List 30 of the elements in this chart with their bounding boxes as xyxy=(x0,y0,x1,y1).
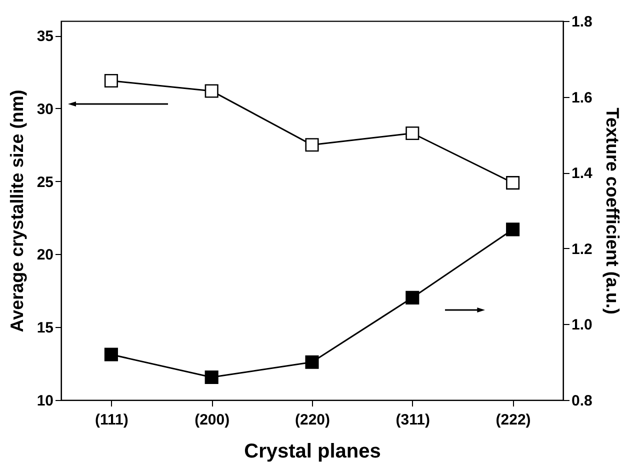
y2-tick-label: 1.0 xyxy=(572,316,592,334)
point xyxy=(506,222,520,236)
point xyxy=(104,348,118,362)
x-tick-label: (220) xyxy=(294,412,330,428)
x-tick-label: (111) xyxy=(95,412,128,428)
x-tick-label: (222) xyxy=(496,412,531,428)
x-tick-label: (311) xyxy=(396,412,430,428)
point xyxy=(506,176,520,190)
point xyxy=(104,74,118,88)
y-tick-label: 25 xyxy=(36,174,54,191)
x-tick-label: (200) xyxy=(194,412,230,428)
y-axis-title: Average crystallite size (nm) xyxy=(6,90,27,332)
point xyxy=(305,138,319,152)
y2-tick-label: 1.8 xyxy=(572,14,592,30)
y2-tick-label: 1.4 xyxy=(572,165,594,182)
y-tick-label: 20 xyxy=(36,246,54,264)
point xyxy=(204,370,218,384)
y-tick-label: 15 xyxy=(36,320,54,337)
y2-tick-label: 0.8 xyxy=(572,392,592,410)
y-tick-label: 30 xyxy=(36,100,54,118)
point xyxy=(406,290,420,304)
point xyxy=(305,355,319,369)
y-tick-label: 35 xyxy=(36,28,54,46)
y-tick-label: 10 xyxy=(36,392,54,410)
x-axis-title: Crystal planes xyxy=(244,440,381,462)
y2-axis-title: Texture coefficient (a.u.) xyxy=(602,108,622,314)
y2-tick-label: 1.6 xyxy=(572,89,592,106)
y2-tick-label: 1.2 xyxy=(572,240,592,258)
point xyxy=(204,84,218,98)
point xyxy=(406,126,420,140)
